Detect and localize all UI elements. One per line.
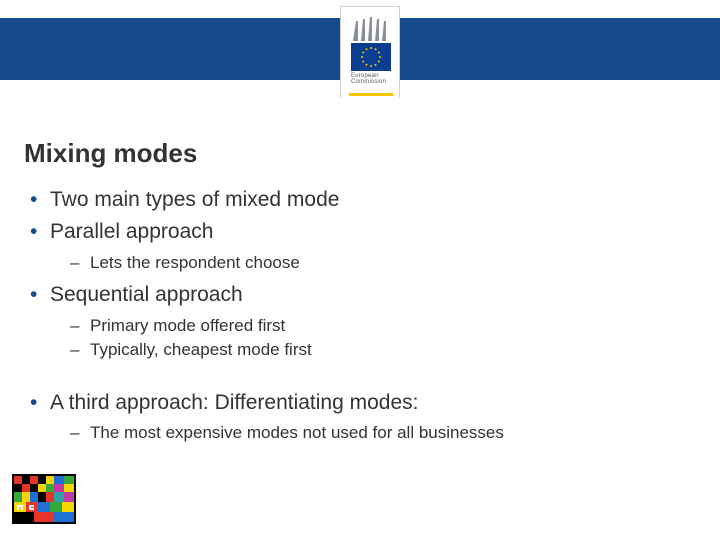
sub-bullet-list: Lets the respondent choose (50, 251, 696, 276)
bullet-item: Parallel approach Lets the respondent cho… (24, 218, 696, 275)
bullet-list: Two main types of mixed mode Parallel app… (24, 186, 696, 446)
sub-bullet-item: Typically, cheapest mode first (66, 338, 696, 363)
sub-bullet-text: Typically, cheapest mode first (90, 340, 312, 359)
footer-pixel-badge-icon (12, 474, 76, 524)
ec-logo-building-icon (349, 15, 393, 41)
bullet-item: A third approach: Differentiating modes:… (24, 389, 696, 446)
bullet-text: A third approach: Differentiating modes: (50, 391, 419, 414)
slide: European Commission Mixing modes Two mai… (0, 0, 720, 540)
list-spacer (24, 369, 696, 389)
sub-bullet-list: Primary mode offered first Typically, che… (50, 314, 696, 363)
ec-logo-text: European Commission (351, 73, 391, 93)
sub-bullet-list: The most expensive modes not used for al… (50, 421, 696, 446)
ec-logo-underline (349, 93, 393, 96)
sub-bullet-text: Lets the respondent choose (90, 253, 300, 272)
bullet-text: Parallel approach (50, 220, 213, 243)
ec-logo: European Commission (340, 6, 400, 98)
slide-content: Two main types of mixed mode Parallel app… (24, 186, 696, 452)
sub-bullet-item: Lets the respondent choose (66, 251, 696, 276)
slide-title: Mixing modes (24, 138, 197, 169)
sub-bullet-text: Primary mode offered first (90, 316, 285, 335)
ec-logo-line2: Commission (351, 79, 391, 85)
eu-flag-icon (351, 43, 391, 71)
sub-bullet-item: The most expensive modes not used for al… (66, 421, 696, 446)
bullet-item: Two main types of mixed mode (24, 186, 696, 214)
bullet-text: Sequential approach (50, 283, 243, 306)
bullet-text: Two main types of mixed mode (50, 188, 339, 211)
bullet-item: Sequential approach Primary mode offered … (24, 281, 696, 363)
sub-bullet-text: The most expensive modes not used for al… (90, 423, 504, 442)
sub-bullet-item: Primary mode offered first (66, 314, 696, 339)
